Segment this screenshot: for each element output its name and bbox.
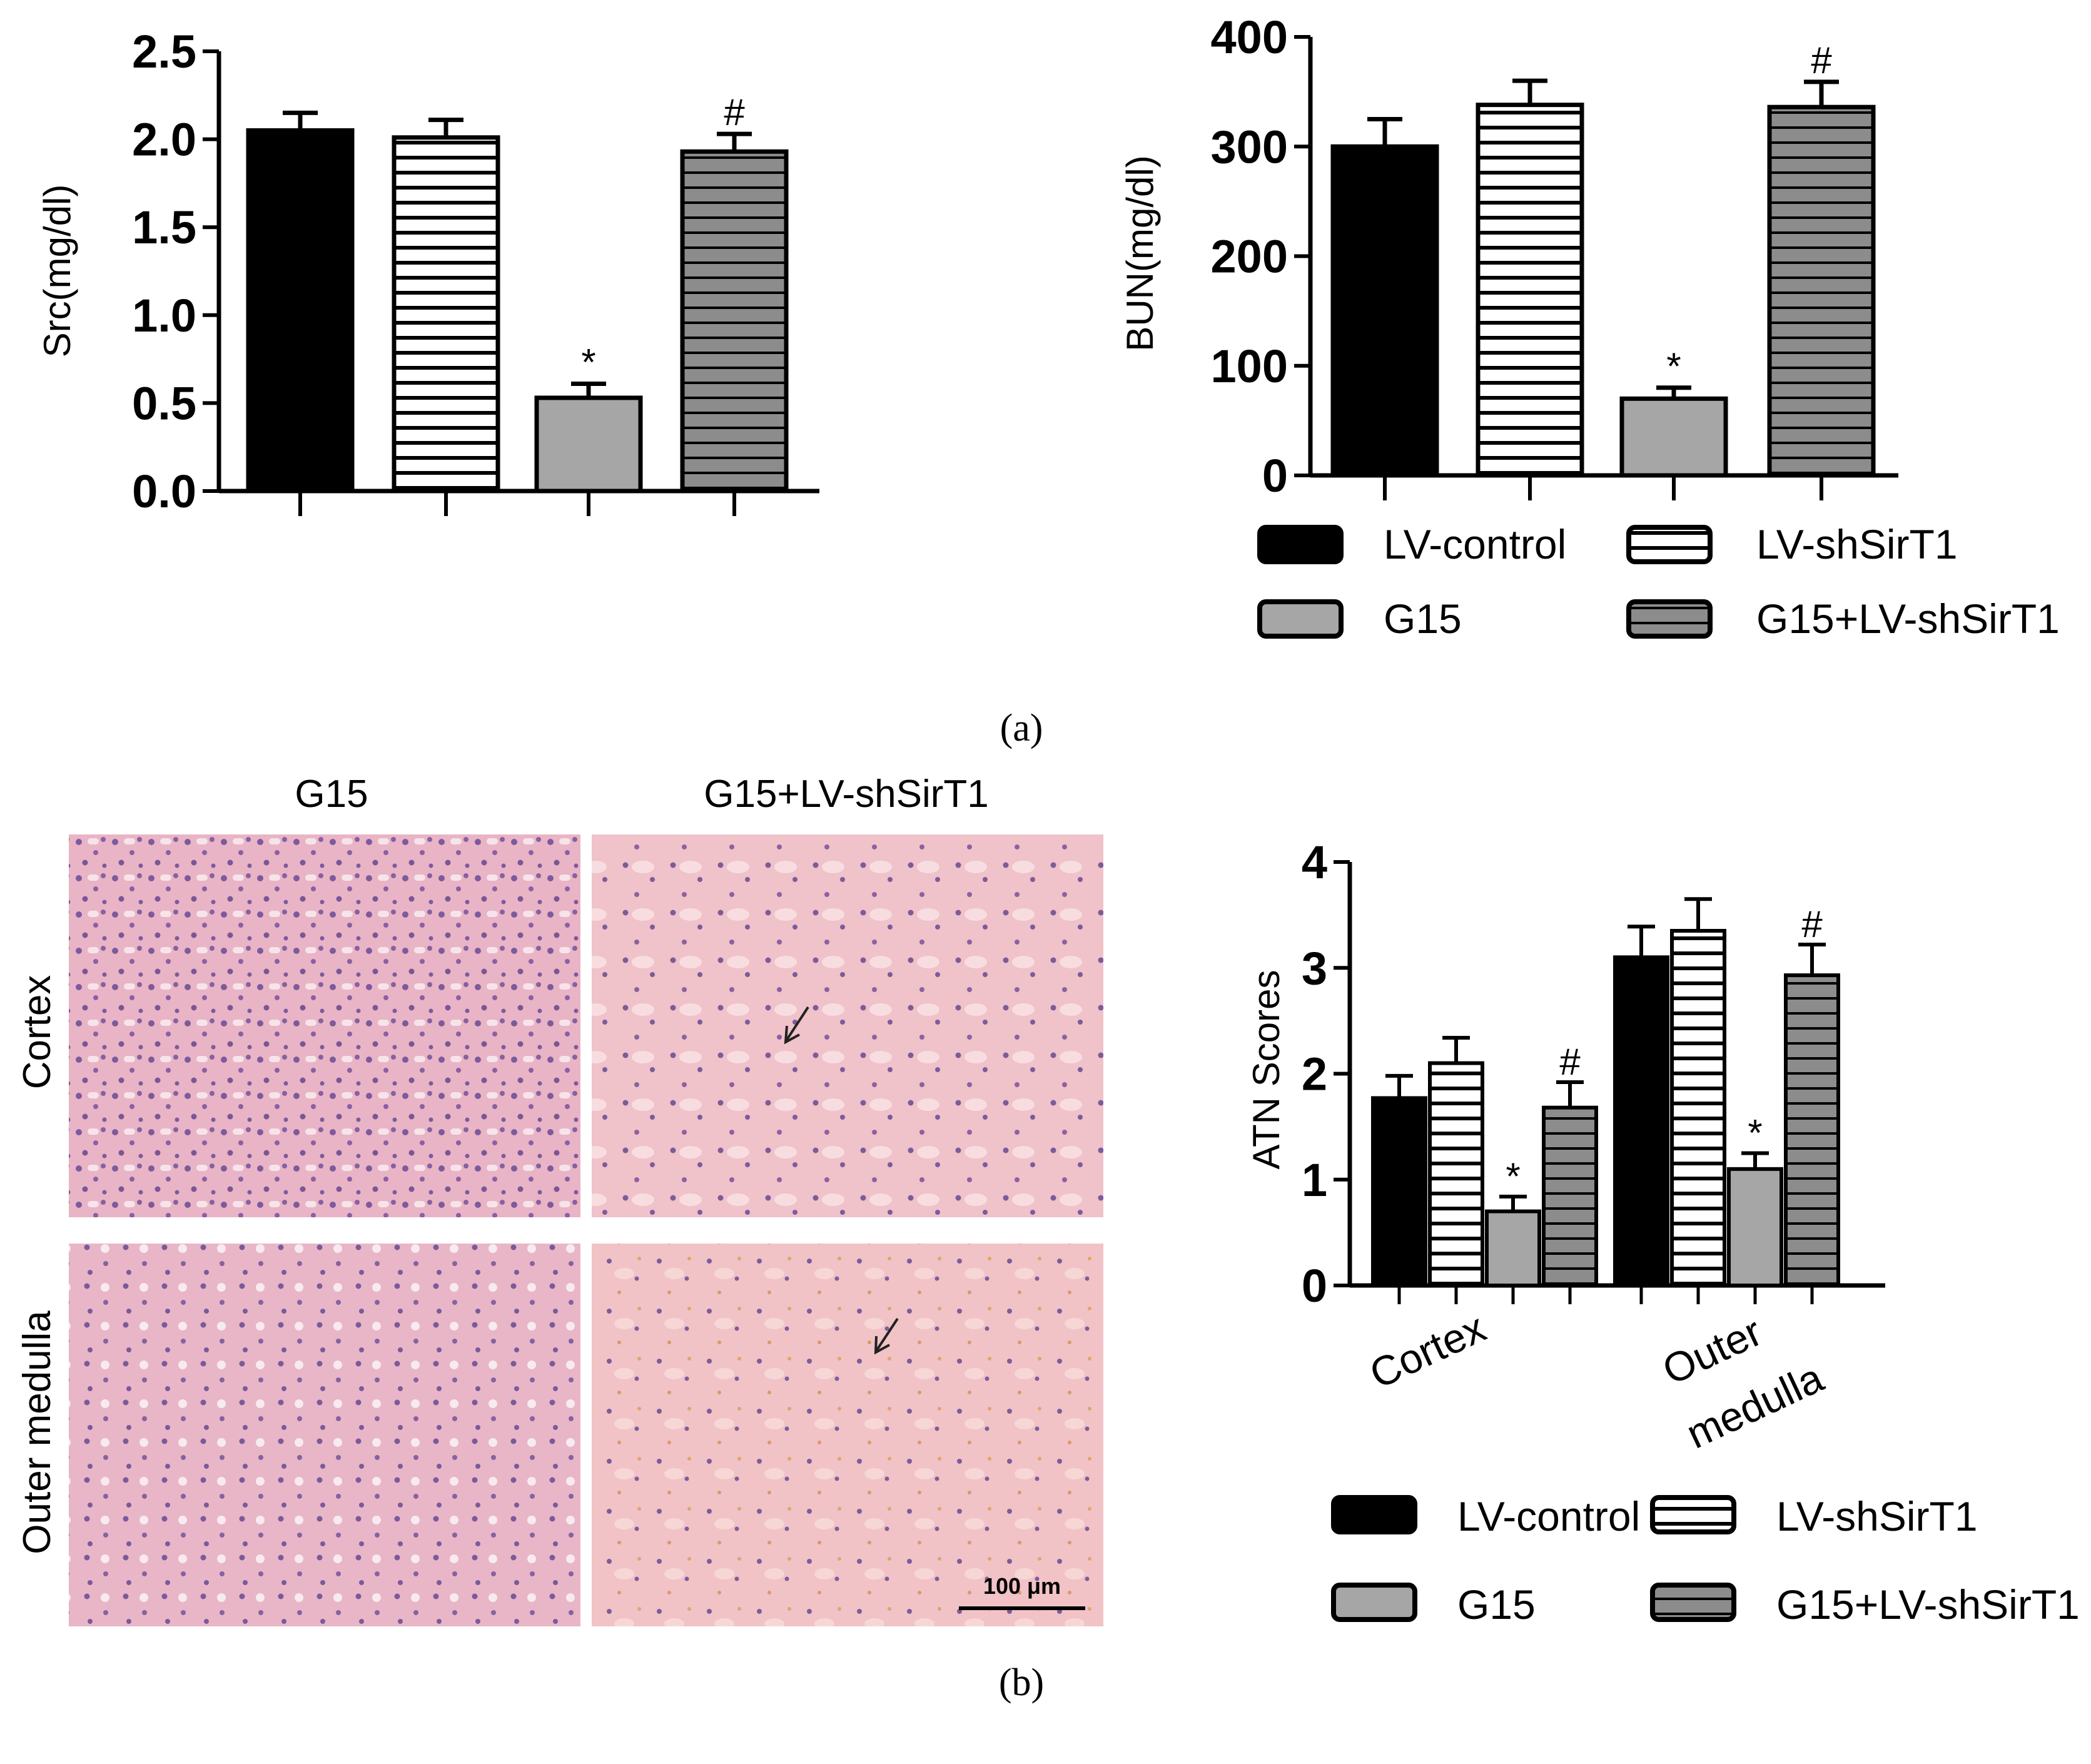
y-tick-label: 2.0 [132,114,196,166]
histology-col-label-g15: G15 [295,773,368,816]
y-tick-label: 0.5 [132,377,196,429]
legend-label-lv-control: LV-control [1384,521,1566,567]
legend-swatch-lv-control [1331,1495,1417,1534]
legend-label-lv-shsirt1: LV-shSirT1 [1756,521,1958,567]
legend-label-g15: G15 [1457,1581,1536,1628]
legend-label-lv-control: LV-control [1457,1493,1640,1539]
legend-label-lv-shsirt1: LV-shSirT1 [1776,1493,1978,1539]
bar-g15-lv-shsirt1-outer-medulla [1784,973,1840,1288]
histology-image-g15-cortex [69,834,580,1217]
histology-image-g15-outer-medulla [69,1244,580,1626]
y-tick-label: 4 [1302,836,1327,888]
arrow-marker-medulla [874,1317,899,1355]
significance-mark: # [724,91,745,133]
histology-col-label-g15-shsirt1: G15+LV-shSirT1 [704,773,988,816]
bar-lv-shsirt1-cortex [1428,1061,1484,1287]
bar-lv-control [246,128,355,494]
bar-g15 [534,395,643,494]
significance-mark: # [1811,39,1832,81]
significance-mark: * [1666,345,1681,387]
y-tick-label: 200 [1211,231,1288,283]
y-tick-label: 100 [1211,340,1288,392]
bar-g15-outer-medulla [1727,1167,1783,1287]
legend-swatch-g15 [1257,599,1344,639]
scale-bar: 100 μm [959,1573,1085,1610]
legend-panel-b: LV-control LV-shSirT1 G15 G15+LV-shSirT1 [1331,1493,2080,1628]
y-tick-label: 0 [1262,450,1288,502]
legend-swatch-g15 [1331,1583,1417,1622]
bar-lv-control [1330,144,1439,478]
significance-mark: * [581,341,595,383]
bar-lv-control-outer-medulla [1613,955,1669,1287]
y-tick-label: 0 [1302,1260,1327,1312]
bun-bar-chart: 0 100 200 300 400 BUN(mg/dl) * # [1119,11,1898,502]
significance-mark: * [1748,1112,1762,1153]
legend-panel-a: LV-control LV-shSirT1 G15 G15+LV-shSirT1 [1257,521,2060,642]
src-bar-chart: 0.0 0.5 1.0 1.5 2.0 2.5 Src(mg/dl) * # [36,26,819,517]
legend-swatch-lv-shsirt1 [1650,1495,1736,1534]
bar-g15-cortex [1485,1209,1541,1288]
bar-g15 [1619,396,1728,478]
y-tick-label: 2 [1302,1048,1327,1100]
x-category-label: Outer [1656,1308,1769,1394]
significance-mark: * [1506,1155,1520,1197]
y-tick-label: 400 [1211,11,1288,63]
bar-g15-lv-shsirt1-cortex [1542,1105,1598,1288]
significance-mark: # [1559,1041,1581,1083]
legend-label-g15-lv-shsirt1: G15+LV-shSirT1 [1756,596,2060,642]
arrow-marker-cortex [784,1006,809,1045]
y-axis-title: BUN(mg/dl) [1119,155,1161,351]
y-tick-label: 0.0 [132,465,196,517]
y-tick-label: 3 [1302,942,1327,994]
significance-mark: # [1801,903,1823,945]
bar-lv-shsirt1 [392,135,500,494]
legend-swatch-g15-lv-shsirt1 [1626,599,1713,639]
histology-image-g15-shsirt1-cortex [592,834,1103,1217]
panel-label-a: (a) [1000,707,1043,749]
legend-swatch-lv-control [1257,525,1344,564]
y-tick-label: 1.5 [132,201,196,253]
legend-swatch-g15-lv-shsirt1 [1650,1583,1736,1622]
y-tick-label: 2.5 [132,26,196,78]
x-category-label: Cortex [1363,1304,1492,1397]
bar-lv-shsirt1-outer-medulla [1670,929,1726,1287]
bar-lv-shsirt1 [1476,103,1584,478]
legend-label-g15-lv-shsirt1: G15+LV-shSirT1 [1776,1581,2080,1628]
y-tick-label: 1.0 [132,290,196,342]
bar-g15-lv-shsirt1 [680,149,789,494]
legend-swatch-lv-shsirt1 [1626,525,1713,564]
histology-row-label-outer-medulla: Outer medulla [16,1310,59,1554]
histology-row-label-cortex: Cortex [16,975,59,1090]
y-axis-title: ATN Scores [1245,970,1287,1170]
histology-grid: G15 G15+LV-shSirT1 Cortex Outer medulla … [16,773,1103,1626]
legend-label-g15: G15 [1384,596,1462,642]
histology-image-g15-shsirt1-outer-medulla [592,1244,1103,1626]
panel-label-b: (b) [999,1661,1044,1704]
y-tick-label: 300 [1211,121,1288,173]
scale-bar-label: 100 μm [983,1573,1061,1599]
bar-g15-lv-shsirt1 [1767,104,1876,478]
y-tick-label: 1 [1302,1154,1327,1206]
bar-lv-control-cortex [1371,1096,1427,1287]
y-axis-title: Src(mg/dl) [36,185,78,358]
